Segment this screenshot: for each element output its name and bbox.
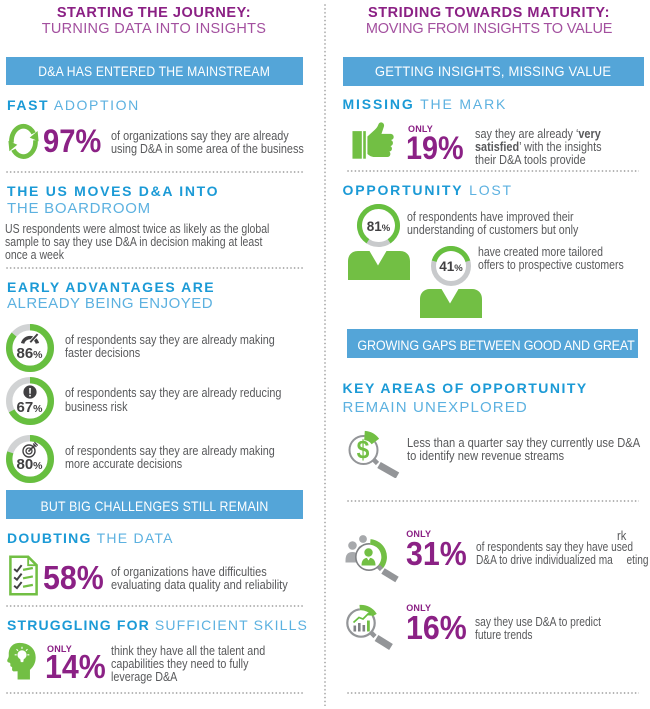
svg-text:41%: 41% — [439, 259, 463, 274]
svg-text:!: ! — [28, 388, 32, 400]
svg-text:81%: 81% — [367, 219, 391, 234]
svg-text:$: $ — [357, 436, 370, 465]
